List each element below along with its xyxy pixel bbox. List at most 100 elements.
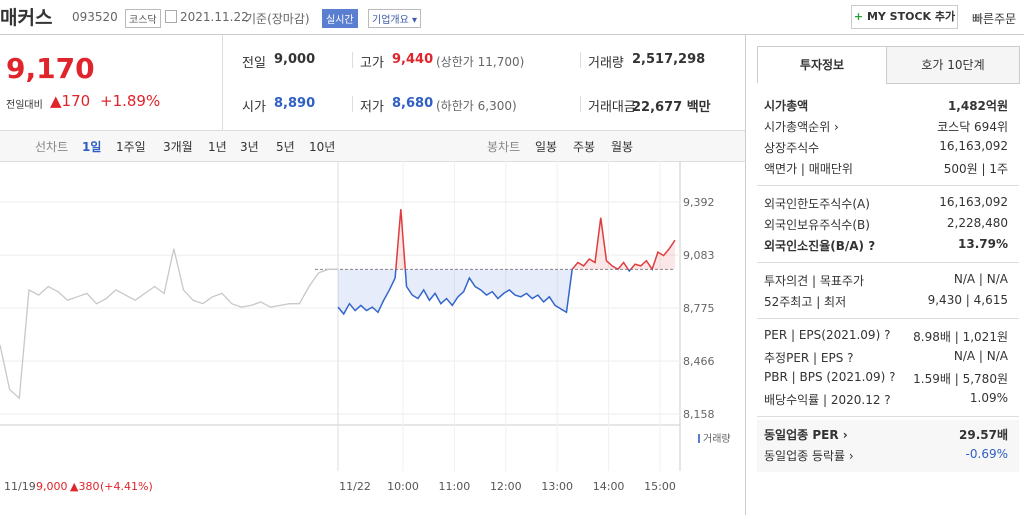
stat-extra: (상한가 11,700) bbox=[436, 55, 525, 69]
basis: 기준(장마감) bbox=[245, 12, 310, 26]
diff: ▲170 bbox=[50, 92, 91, 110]
info-value: 13.79% bbox=[958, 237, 1008, 251]
stat-value: 8,680 bbox=[392, 96, 434, 111]
stat-label: 고가 bbox=[360, 56, 384, 71]
date: 2021.11.22 bbox=[180, 10, 249, 24]
stock-name: 매커스 bbox=[0, 7, 53, 29]
rate: +1.89% bbox=[100, 92, 161, 110]
info-value: 16,163,092 bbox=[939, 139, 1008, 153]
price-line-up bbox=[395, 209, 676, 270]
period-tab[interactable]: 1주일 bbox=[116, 140, 146, 154]
info-value: N/A | N/A bbox=[953, 272, 1008, 286]
price-line bbox=[0, 248, 338, 400]
info-label: 상장주식수 bbox=[764, 141, 820, 155]
stat-label: 저가 bbox=[360, 100, 384, 115]
info-tab[interactable]: 호가 10단계 bbox=[886, 46, 1020, 84]
info-label: 외국인한도주식수(A) bbox=[764, 197, 870, 211]
divider bbox=[757, 416, 1019, 417]
candle-tab[interactable]: 주봉 bbox=[573, 140, 596, 154]
candle-tab[interactable]: 월봉 bbox=[611, 140, 634, 154]
area-up bbox=[395, 209, 675, 270]
market-badge: 코스닥 bbox=[125, 9, 161, 28]
y-tick-label: 9,392 bbox=[683, 196, 715, 209]
info-label: 액면가 | 매매단위 bbox=[764, 162, 853, 176]
tab-label: 봉차트 bbox=[487, 140, 521, 154]
period-tab[interactable]: 3년 bbox=[240, 140, 259, 154]
stat-value: 9,440 bbox=[392, 52, 434, 67]
tab-bar bbox=[0, 130, 745, 162]
stat-label: 전일 bbox=[242, 56, 266, 71]
info-label: 52주최고 | 최저 bbox=[764, 295, 847, 309]
calendar-icon bbox=[165, 10, 177, 23]
diff-label: 전일대비 bbox=[6, 100, 43, 111]
divider bbox=[757, 262, 1019, 263]
current-price: 9,170 bbox=[6, 52, 95, 85]
overview-text: 기업개요 bbox=[372, 15, 409, 26]
candle-tab[interactable]: 일봉 bbox=[535, 140, 558, 154]
x-tick-label: 12:00 bbox=[490, 480, 522, 493]
volume-legend bbox=[698, 434, 700, 443]
realtime-badge[interactable]: 실시간 bbox=[322, 9, 358, 28]
info-value: 500원 | 1주 bbox=[943, 162, 1008, 176]
x-tick-label: 14:00 bbox=[593, 480, 625, 493]
info-value: 2,228,480 bbox=[946, 216, 1008, 230]
info-label: 투자의견 | 목표주가 bbox=[764, 274, 864, 288]
info-label: 배당수익률 | 2020.12 ? bbox=[764, 393, 891, 407]
period-tab[interactable]: 1년 bbox=[208, 140, 227, 154]
stat-value: 9,000 bbox=[274, 52, 316, 67]
x-tick-label: 10:00 bbox=[387, 480, 419, 493]
x-tick-label: 15:00 bbox=[644, 480, 676, 493]
info-label: PBR | BPS (2021.09) ? bbox=[764, 370, 896, 384]
period-tab[interactable]: 3개월 bbox=[163, 140, 193, 154]
stat-label: 시가 bbox=[242, 100, 266, 115]
info-value: 1.59배 | 5,780원 bbox=[913, 372, 1008, 386]
x-tick-label: 13:00 bbox=[541, 480, 573, 493]
quick-order[interactable]: 빠른주문 bbox=[972, 12, 1017, 26]
stock-code: 093520 bbox=[72, 10, 118, 24]
y-tick-label: 8,466 bbox=[683, 355, 715, 368]
day-label: 11/22 bbox=[339, 480, 371, 493]
volume-label: 거래량 bbox=[703, 433, 731, 445]
stat-value: 8,890 bbox=[274, 96, 316, 111]
info-label: 동일업종 등락률 › bbox=[764, 449, 854, 463]
info-tab[interactable]: 투자정보 bbox=[757, 46, 887, 83]
info-label: PER | EPS(2021.09) ? bbox=[764, 328, 891, 342]
period-tab[interactable]: 5년 bbox=[276, 140, 295, 154]
info-value: 1.09% bbox=[969, 391, 1008, 405]
prev-change: ▲380 bbox=[70, 480, 99, 493]
divider bbox=[757, 185, 1019, 186]
divider bbox=[745, 35, 746, 515]
info-label: 추정PER | EPS ? bbox=[764, 351, 854, 365]
divider bbox=[352, 96, 353, 112]
info-value: -0.69% bbox=[965, 447, 1008, 461]
stat-value: 2,517,298 bbox=[632, 52, 706, 67]
y-tick-label: 8,158 bbox=[683, 408, 715, 421]
info-value: 8.98배 | 1,021원 bbox=[913, 330, 1008, 344]
area-down bbox=[338, 269, 675, 315]
info-value: N/A | N/A bbox=[953, 349, 1008, 363]
prev-rate: (+4.41%) bbox=[100, 480, 153, 493]
divider bbox=[352, 52, 353, 68]
tab-label: 선차트 bbox=[35, 140, 69, 154]
divider bbox=[0, 34, 1024, 35]
stat-value: 22,677 백만 bbox=[632, 100, 711, 115]
divider bbox=[580, 52, 581, 68]
stat-label: 거래대금 bbox=[588, 100, 636, 115]
info-value: 코스닥 694위 bbox=[937, 120, 1008, 134]
info-value: 1,482억원 bbox=[947, 99, 1008, 113]
chart: 9,392 9,083 8,775 8,466 8,158 거래량 11/19 9,000 ▲3… bbox=[0, 161, 731, 493]
mystock-button[interactable]: + MY STOCK 추가 bbox=[851, 5, 958, 29]
period-tab[interactable]: 10년 bbox=[309, 140, 336, 154]
info-value: 9,430 | 4,615 bbox=[927, 293, 1008, 307]
overview-button[interactable]: 기업개요 ▾ bbox=[368, 9, 422, 28]
group-bg bbox=[757, 420, 1019, 472]
prev-close: 9,000 bbox=[36, 480, 68, 493]
divider bbox=[580, 96, 581, 112]
stat-extra: (하한가 6,300) bbox=[436, 99, 517, 113]
info-label: 외국인보유주식수(B) bbox=[764, 218, 870, 232]
period-tab[interactable]: 1일 bbox=[82, 140, 102, 154]
prev-date: 11/19 bbox=[4, 480, 36, 493]
info-label: 외국인소진율(B/A) ? bbox=[764, 239, 876, 253]
divider bbox=[757, 318, 1019, 319]
price-line-down bbox=[337, 269, 653, 316]
